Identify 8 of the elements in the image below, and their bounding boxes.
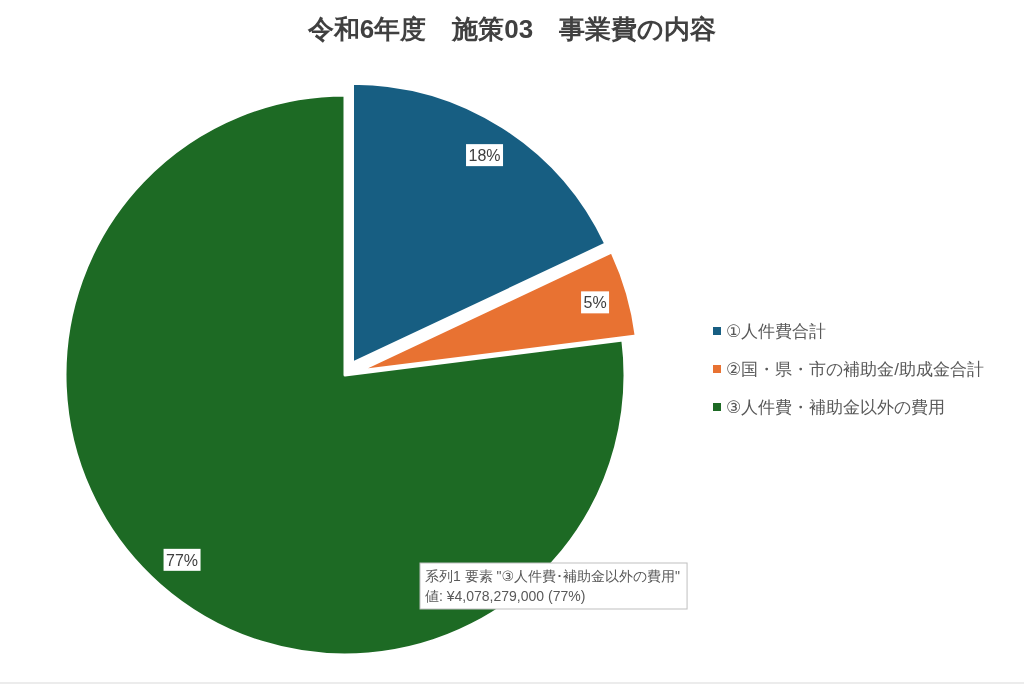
legend-label: ①人件費合計 xyxy=(726,322,827,341)
data-label: 18% xyxy=(468,147,501,165)
chart-title: 令和6年度 施策03 事業費の内容 xyxy=(306,14,717,44)
data-label: 5% xyxy=(583,294,607,312)
text: 系列1 要素 "③人件費･補助金以外の費用" 値: ¥4,078,279,000 (77%) xyxy=(425,568,681,604)
legend-label: ③人件費・補助金以外の費用 xyxy=(726,398,946,417)
legend-label: ②国・県・市の補助金/助成金合計 xyxy=(726,360,984,379)
data-label: 77% xyxy=(166,551,199,569)
